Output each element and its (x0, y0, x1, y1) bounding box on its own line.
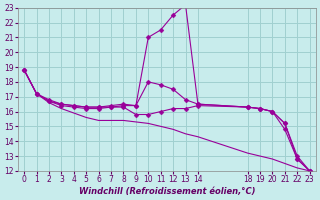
X-axis label: Windchill (Refroidissement éolien,°C): Windchill (Refroidissement éolien,°C) (79, 187, 255, 196)
